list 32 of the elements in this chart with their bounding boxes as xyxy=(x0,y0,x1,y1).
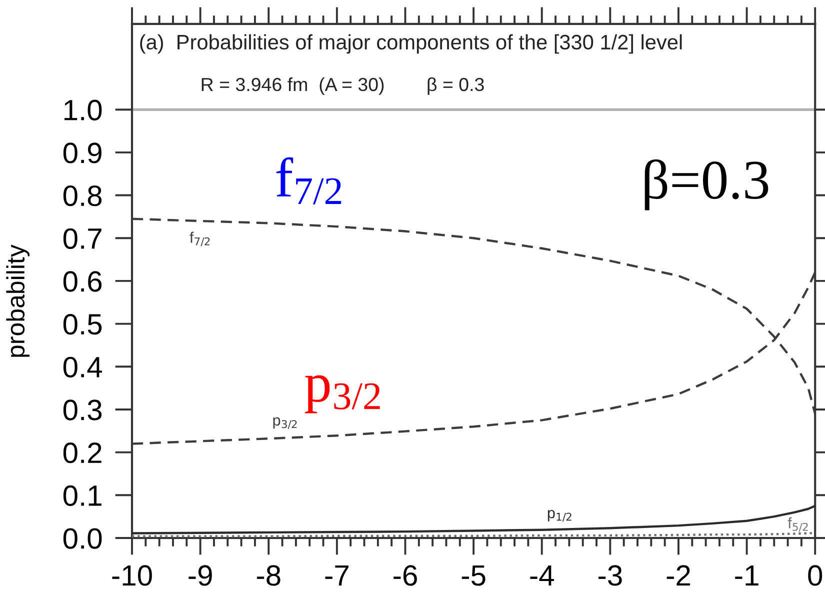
series-label: p$_{3/2}$ xyxy=(273,417,297,430)
y-tick-label: 0.6 xyxy=(63,271,102,292)
annotation: p$_{3/2}$ xyxy=(304,375,380,414)
x-tick-label: -6 xyxy=(394,565,417,586)
y-tick-label: 0.8 xyxy=(63,185,102,206)
y-tick-label: 0.2 xyxy=(63,442,102,464)
y-tick-label: 0.7 xyxy=(63,228,102,249)
x-tick-label: -2 xyxy=(666,565,690,586)
y-axis-title: probability xyxy=(6,244,30,357)
x-tick-label: -4 xyxy=(530,565,554,586)
x-tick-label: -9 xyxy=(188,565,212,586)
x-tick-label: -8 xyxy=(256,565,280,586)
x-tick-label: 0 xyxy=(808,565,822,586)
y-tick-label: 0.1 xyxy=(63,485,102,506)
x-tick-label: -3 xyxy=(598,565,622,586)
x-tick-label: -7 xyxy=(325,565,348,586)
chart-title: (a) Probabilities of major components of the [330 1/2] level xyxy=(140,34,682,54)
series-label: p$_{1/2}$ xyxy=(548,510,572,522)
y-tick-label: 0.9 xyxy=(63,142,102,164)
y-tick-label: 0.0 xyxy=(63,528,102,549)
x-tick-label: -5 xyxy=(462,565,486,586)
text: R = 3.946 fm (A = 30) β = 0.3 xyxy=(202,77,484,95)
y-tick-label: 0.4 xyxy=(63,356,102,378)
y-tick-label: 1.0 xyxy=(64,100,102,120)
x-tick-label: -10 xyxy=(112,565,152,586)
series-label: f$_{7/2}$ xyxy=(190,232,210,246)
annotation: f$_{7/2}$ xyxy=(276,157,342,204)
x-tick-label: -1 xyxy=(735,565,758,586)
series-label: f$_{5/2}$ xyxy=(788,517,808,532)
annotation: β=0.3 xyxy=(644,159,768,210)
y-tick-label: 0.5 xyxy=(63,314,102,335)
y-tick-label: 0.3 xyxy=(63,400,102,420)
